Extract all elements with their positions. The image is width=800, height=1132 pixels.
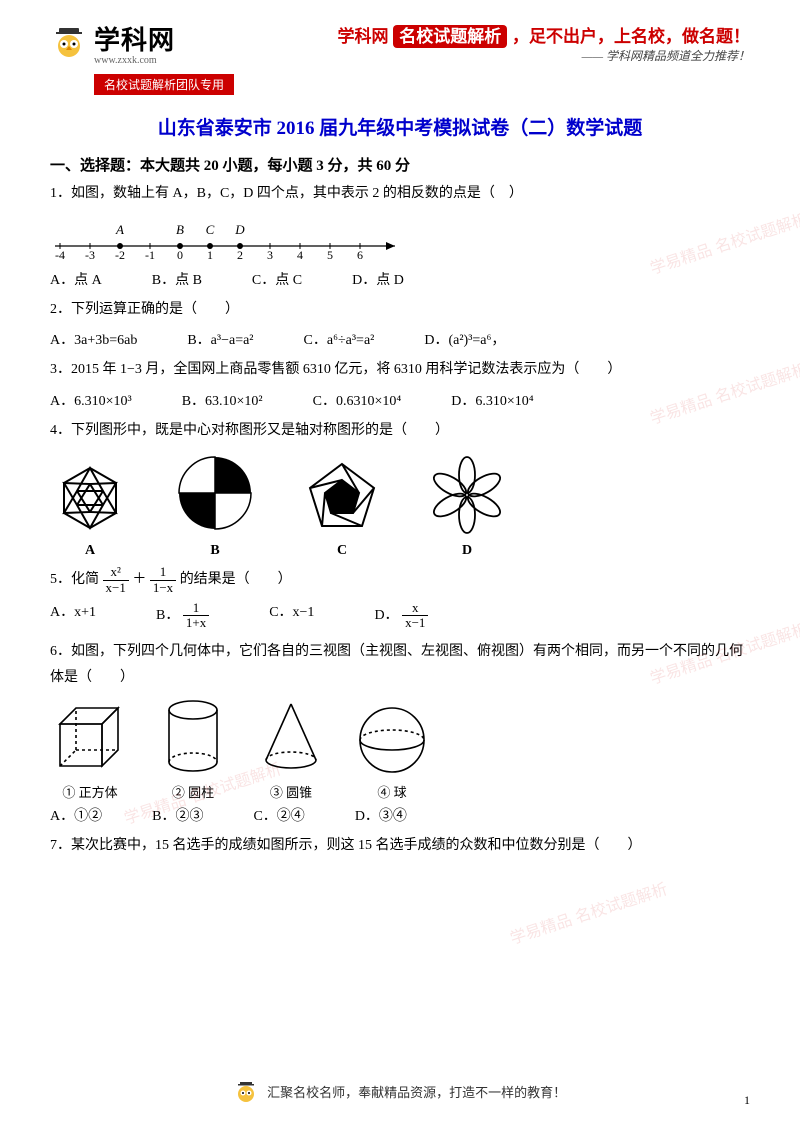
- slogan: 学科网 名校试题解析 ，足不出户，上名校，做名题！: [338, 22, 750, 47]
- q5-plus: ＋: [132, 572, 146, 587]
- q1-options: A．点 A B．点 B C．点 C D．点 D: [50, 269, 750, 289]
- svg-text:5: 5: [327, 248, 333, 260]
- solid-sphere: ④ 球: [354, 702, 430, 801]
- shape-c: C: [300, 456, 384, 559]
- team-bar: 名校试题解析团队专用: [94, 74, 234, 95]
- cyl-label: ② 圆柱: [158, 782, 228, 801]
- sphere-label: ④ 球: [354, 782, 430, 801]
- q6-opt-c: C．②④: [253, 805, 304, 825]
- q2-opt-d: D．(a²)³=a⁶，: [424, 329, 505, 349]
- question-2: 2．下列运算正确的是（ ）: [50, 297, 750, 324]
- q6-opt-d: D．③④: [355, 805, 407, 825]
- logo-text: 学科网: [94, 20, 175, 57]
- q3-opt-d: D．6.310×10⁴: [451, 390, 533, 410]
- svg-text:3: 3: [267, 248, 273, 260]
- question-7: 7．某次比赛中，15 名选手的成绩如图所示，则这 15 名选手成绩的众数和中位数…: [50, 833, 750, 860]
- svg-text:A: A: [115, 222, 124, 237]
- watermark: 学易精品 名校试题解析: [506, 875, 670, 949]
- q5-opt-a: A．x+1: [50, 601, 96, 631]
- shape-d: D: [424, 454, 510, 559]
- solid-cone: ③ 圆锥: [256, 698, 326, 801]
- q2-opt-b: B．a³−a=a²: [187, 329, 253, 349]
- q5-frac1-num: x²: [103, 565, 129, 580]
- cube-label: ① 正方体: [50, 782, 130, 801]
- q4-shapes: A B C: [50, 450, 750, 559]
- q2-opt-a: A．3a+3b=6ab: [50, 329, 137, 349]
- logo-block: 学科网 www.zxxk.com: [50, 20, 175, 66]
- q5-optb-prefix: B．: [156, 608, 179, 623]
- q5-prefix: 5．化简: [50, 572, 99, 587]
- q5-opt-c: C．x−1: [269, 601, 314, 631]
- owl-logo-icon: [50, 24, 88, 62]
- cone-label: ③ 圆锥: [256, 782, 326, 801]
- q6-opt-a: A．①②: [50, 805, 102, 825]
- shape-a-label: A: [50, 543, 130, 559]
- q3-opt-a: A．6.310×10³: [50, 390, 132, 410]
- q5-opt-d: D． x x−1: [374, 601, 428, 631]
- page-number: 1: [744, 1093, 750, 1108]
- question-1: 1．如图，数轴上有 A，B，C，D 四个点，其中表示 2 的相反数的点是（ ）: [50, 181, 750, 208]
- shape-b: B: [170, 450, 260, 559]
- shape-a: A: [50, 458, 130, 559]
- q3-options: A．6.310×10³ B．63.10×10² C．0.6310×10⁴ D．6…: [50, 390, 750, 410]
- q3-opt-b: B．63.10×10²: [182, 390, 263, 410]
- q1-opt-a: A．点 A: [50, 269, 102, 289]
- slogan-pill: 名校试题解析: [393, 25, 507, 48]
- svg-text:0: 0: [177, 248, 183, 260]
- q2-options: A．3a+3b=6ab B．a³−a=a² C．a⁶÷a³=a² D．(a²)³…: [50, 329, 750, 349]
- svg-text:B: B: [176, 222, 184, 237]
- solid-cube: ① 正方体: [50, 702, 130, 801]
- solid-cylinder: ② 圆柱: [158, 698, 228, 801]
- q5-frac2-den: 1−x: [150, 581, 176, 595]
- page-footer: 汇聚名校名师，奉献精品资源，打造不一样的教育！: [0, 1080, 800, 1108]
- q2-opt-c: C．a⁶÷a³=a²: [304, 329, 375, 349]
- q5-suffix: 的结果是（ ）: [180, 572, 292, 587]
- q5-opt-b: B． 1 1+x: [156, 601, 209, 631]
- svg-text:1: 1: [207, 248, 213, 260]
- q5-frac1-den: x−1: [103, 581, 129, 595]
- svg-text:6: 6: [357, 248, 363, 260]
- number-line: -4 -3 -2 -1 0 1 2 3 4 5 6 A B C D: [50, 214, 750, 265]
- svg-text:D: D: [234, 222, 245, 237]
- q5-optd-num: x: [402, 601, 428, 616]
- slogan-brand: 学科网: [338, 27, 389, 46]
- q1-opt-c: C．点 C: [252, 269, 302, 289]
- footer-text: 汇聚名校名师，奉献精品资源，打造不一样的教育！: [267, 1085, 566, 1100]
- q5-optd-den: x−1: [402, 616, 428, 630]
- shape-d-label: D: [424, 543, 510, 559]
- svg-text:2: 2: [237, 248, 243, 260]
- exam-title: 山东省泰安市 2016 届九年级中考模拟试卷（二）数学试题: [50, 113, 750, 140]
- q6-solids: ① 正方体 ② 圆柱 ③ 圆锥: [50, 698, 750, 801]
- owl-footer-icon: [234, 1080, 258, 1108]
- slogan-block: 学科网 名校试题解析 ，足不出户，上名校，做名题！ —— 学科网精品频道全力推荐…: [338, 22, 750, 64]
- slogan-rest: ，足不出户，上名校，做名题！: [512, 27, 750, 46]
- q1-opt-b: B．点 B: [152, 269, 202, 289]
- q5-optb-den: 1+x: [183, 616, 209, 630]
- q6-opt-b: B．②③: [152, 805, 203, 825]
- shape-b-label: B: [170, 543, 260, 559]
- shape-c-label: C: [300, 543, 384, 559]
- svg-text:-4: -4: [55, 248, 65, 260]
- question-5: 5．化简 x² x−1 ＋ 1 1−x 的结果是（ ）: [50, 565, 750, 595]
- svg-text:-3: -3: [85, 248, 95, 260]
- question-3: 3．2015 年 1−3 月，全国网上商品零售额 6310 亿元，将 6310 …: [50, 357, 750, 384]
- q3-opt-c: C．0.6310×10⁴: [313, 390, 402, 410]
- question-6: 6．如图，下列四个几何体中，它们各自的三视图（主视图、左视图、俯视图）有两个相同…: [50, 639, 750, 692]
- q6-options: A．①② B．②③ C．②④ D．③④: [50, 805, 750, 825]
- q5-options: A．x+1 B． 1 1+x C．x−1 D． x x−1: [50, 601, 750, 631]
- page-header: 学科网 www.zxxk.com 学科网 名校试题解析 ，足不出户，上名校，做名…: [50, 20, 750, 66]
- q5-frac2: 1 1−x: [150, 565, 176, 595]
- svg-text:4: 4: [297, 248, 303, 260]
- q1-opt-d: D．点 D: [352, 269, 404, 289]
- question-4: 4．下列图形中，既是中心对称图形又是轴对称图形的是（ ）: [50, 418, 750, 445]
- svg-text:C: C: [206, 222, 215, 237]
- q5-optb-num: 1: [183, 601, 209, 616]
- svg-text:-1: -1: [145, 248, 155, 260]
- q5-frac1: x² x−1: [103, 565, 129, 595]
- q5-optd-prefix: D．: [374, 608, 398, 623]
- q5-frac2-num: 1: [150, 565, 176, 580]
- svg-text:-2: -2: [115, 248, 125, 260]
- sub-slogan: —— 学科网精品频道全力推荐！: [338, 47, 750, 64]
- section-heading: 一、选择题：本大题共 20 小题，每小题 3 分，共 60 分: [50, 154, 750, 175]
